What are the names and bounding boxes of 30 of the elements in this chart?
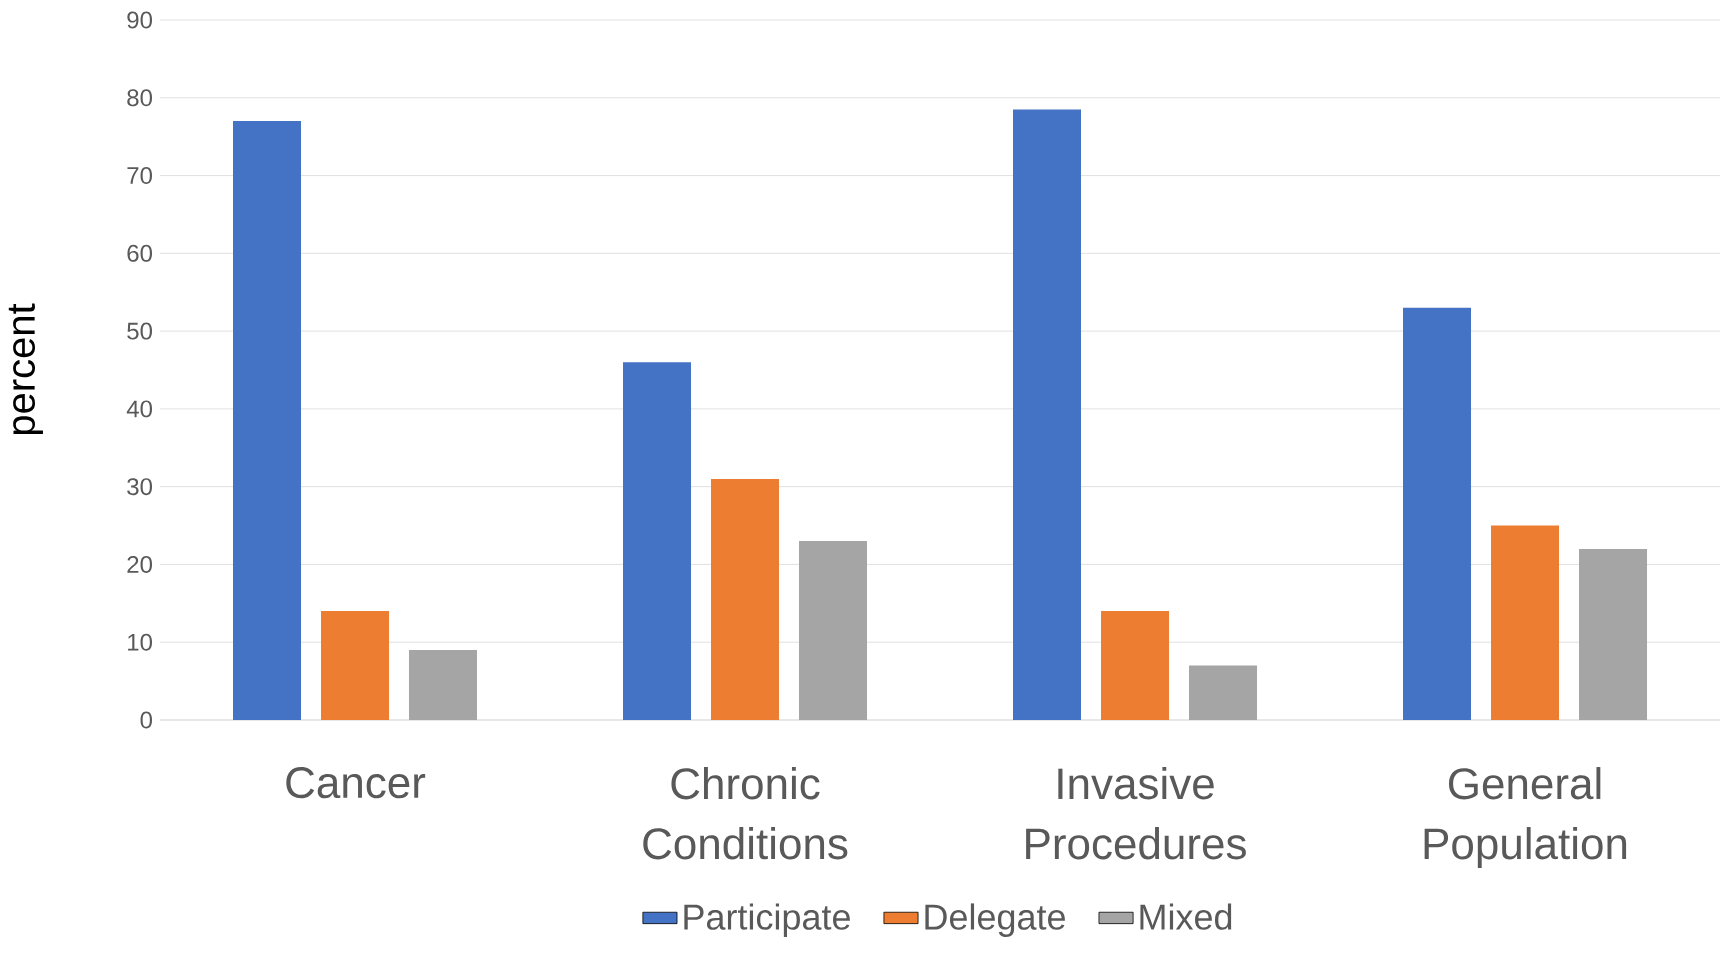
- y-tick-label: 80: [127, 89, 153, 107]
- bar: [409, 650, 478, 720]
- legend-label: Mixed: [1140, 903, 1232, 930]
- bar: [233, 121, 302, 720]
- y-axis-title: percent: [8, 303, 43, 435]
- bar: [1013, 109, 1082, 720]
- y-tick-label: 50: [127, 322, 153, 340]
- bar: [1189, 665, 1258, 720]
- y-tick-label: 90: [127, 11, 153, 29]
- y-tick-label: 0: [140, 711, 153, 729]
- bar: [799, 541, 868, 720]
- y-tick-label: 40: [126, 400, 153, 418]
- x-tick-label: Chronic Conditions: [643, 767, 848, 860]
- legend-label: Delegate: [925, 903, 1065, 937]
- bar: [1101, 611, 1170, 720]
- bar: [623, 362, 692, 720]
- x-tick-label: Invasive Procedures: [1026, 767, 1246, 860]
- bar: [321, 611, 390, 720]
- y-tick-label: 30: [127, 478, 153, 496]
- y-tick-label: 60: [127, 244, 153, 262]
- bar: [1491, 525, 1560, 720]
- legend-label: Participate: [684, 903, 850, 937]
- y-tick-label: 70: [127, 167, 153, 185]
- bar: [711, 478, 780, 720]
- bar: [1403, 307, 1472, 720]
- x-tick-label: Cancer: [286, 767, 426, 799]
- y-tick-label: 10: [128, 633, 153, 651]
- bar: [1579, 548, 1648, 720]
- y-tick-label: 20: [127, 555, 153, 573]
- x-tick-label: General Population: [1424, 767, 1627, 869]
